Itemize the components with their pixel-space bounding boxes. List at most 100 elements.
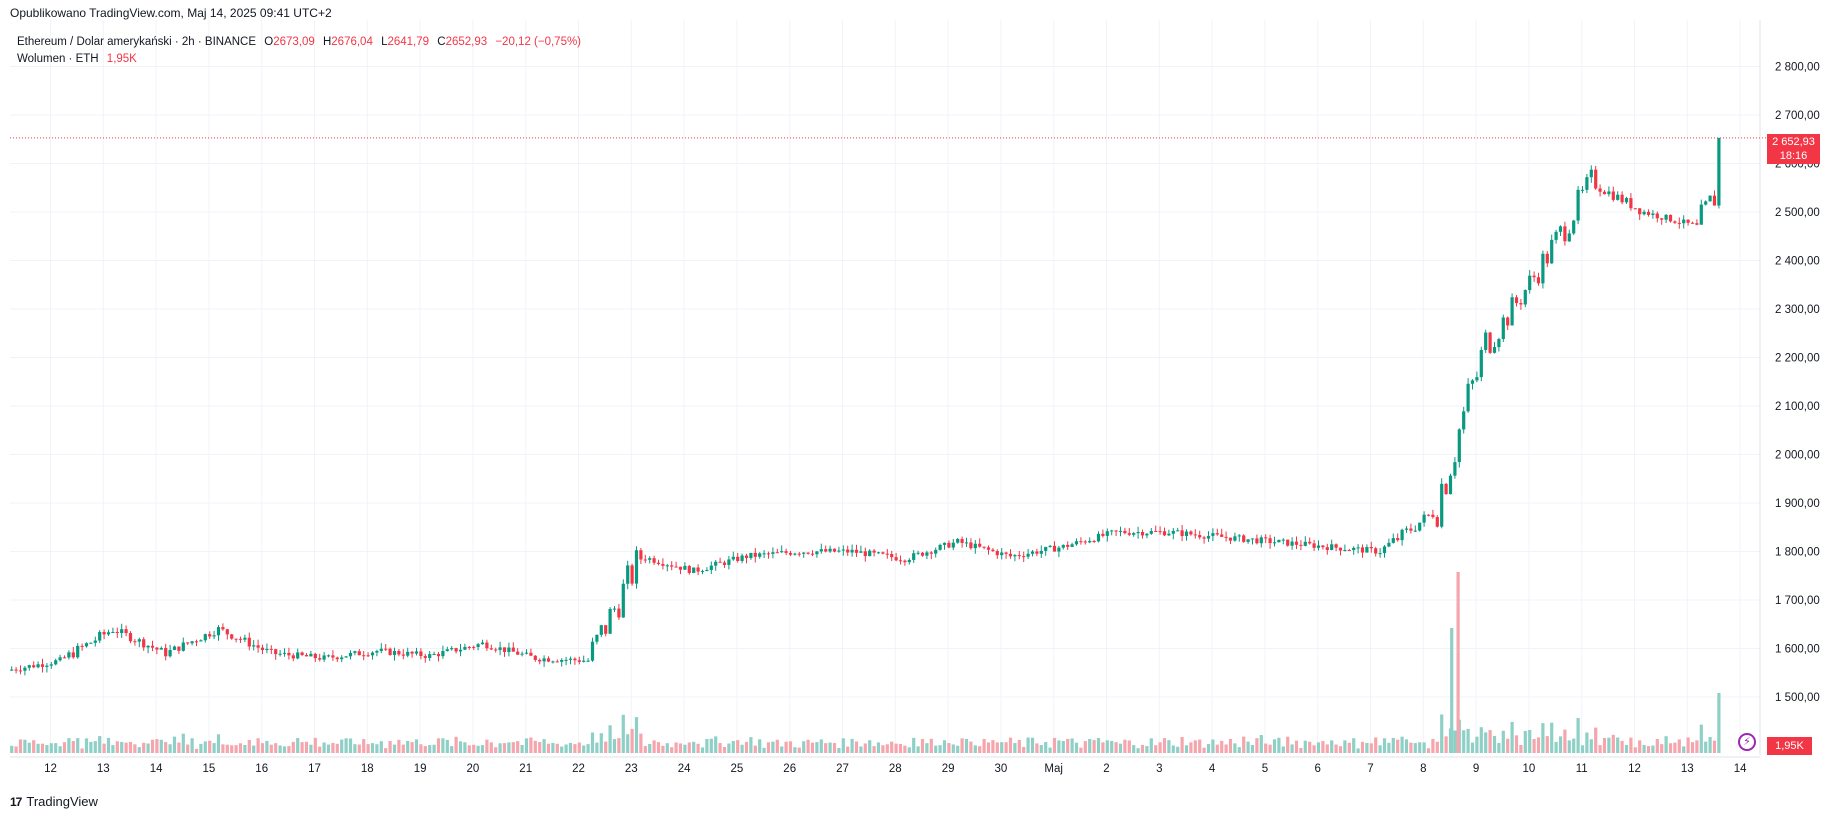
candle-body bbox=[463, 646, 467, 650]
candle-body bbox=[269, 648, 273, 650]
candle-body bbox=[1198, 535, 1202, 538]
volume-bar bbox=[1299, 747, 1303, 753]
candle-body bbox=[1602, 191, 1607, 195]
candle-body bbox=[1651, 213, 1655, 215]
y-tick-label: 2 200,00 bbox=[1775, 353, 1820, 365]
volume-bar bbox=[749, 737, 753, 753]
volume-bar bbox=[155, 739, 159, 753]
candle-body bbox=[1519, 303, 1523, 305]
candle-body bbox=[595, 634, 599, 642]
volume-bar bbox=[894, 743, 898, 753]
candle-body bbox=[912, 553, 916, 560]
candle-body bbox=[1550, 239, 1554, 264]
volume-bar bbox=[502, 743, 507, 753]
candle-body bbox=[1268, 538, 1272, 544]
volume-bar bbox=[62, 742, 67, 753]
candle-body bbox=[1704, 201, 1708, 205]
candle-body bbox=[1686, 219, 1690, 223]
volume-bar bbox=[1035, 743, 1039, 753]
volume-bar bbox=[168, 744, 172, 753]
volume-bar bbox=[489, 742, 493, 753]
volume-bar bbox=[1189, 742, 1193, 753]
candle-body bbox=[617, 608, 621, 618]
candle-body bbox=[40, 664, 45, 667]
candle-body bbox=[1400, 529, 1404, 541]
volume-bar bbox=[1154, 745, 1158, 753]
volume-bar bbox=[1677, 739, 1681, 753]
candle-body bbox=[1594, 169, 1598, 189]
candle-body bbox=[1356, 547, 1360, 549]
volume-bar bbox=[898, 744, 903, 753]
volume-bar bbox=[1312, 745, 1316, 753]
candle-body bbox=[1140, 532, 1145, 536]
volume-bar bbox=[414, 739, 419, 753]
volume-bar bbox=[797, 747, 801, 753]
candle-body bbox=[71, 652, 75, 658]
candle-body bbox=[780, 551, 784, 553]
volume-bar bbox=[1682, 746, 1686, 753]
volume-bar bbox=[1206, 744, 1211, 753]
candle-body bbox=[375, 650, 379, 653]
x-tick-label: 13 bbox=[1681, 763, 1694, 775]
volume-bar bbox=[907, 747, 911, 753]
volume-bar bbox=[120, 741, 124, 753]
volume-bar bbox=[516, 741, 520, 753]
candle-body bbox=[1286, 539, 1290, 546]
candle-body bbox=[1316, 545, 1321, 548]
volume-bar bbox=[370, 743, 375, 753]
x-tick-label: 11 bbox=[1576, 763, 1588, 775]
candle-body bbox=[111, 632, 115, 634]
brand-footer[interactable]: 17 TradingView bbox=[10, 794, 98, 809]
volume-bar bbox=[1013, 743, 1017, 753]
candle-body bbox=[480, 642, 485, 645]
candle-body bbox=[1149, 531, 1153, 534]
candle-body bbox=[648, 558, 652, 560]
volume-label[interactable]: Wolumen · ETH bbox=[17, 53, 99, 65]
y-tick-label: 2 800,00 bbox=[1775, 62, 1820, 74]
candle-body bbox=[925, 552, 929, 556]
candle-body bbox=[1154, 531, 1158, 533]
y-tick-label: 1 700,00 bbox=[1775, 595, 1820, 607]
candle-body bbox=[18, 670, 23, 672]
volume-bar bbox=[150, 739, 155, 753]
volume-bar bbox=[1118, 743, 1123, 753]
candle-body bbox=[995, 551, 999, 556]
candle-body bbox=[124, 629, 128, 634]
volume-bar bbox=[498, 743, 502, 753]
volume-bar bbox=[1030, 737, 1035, 753]
candle-body bbox=[1404, 528, 1409, 530]
volume-bar bbox=[722, 747, 727, 753]
symbol-label[interactable]: Ethereum / Dolar amerykański · 2h · BINA… bbox=[17, 36, 257, 48]
volume-bar bbox=[665, 743, 669, 753]
candle-body bbox=[1374, 548, 1378, 554]
x-tick-label: 17 bbox=[308, 763, 321, 775]
candle-body bbox=[155, 647, 159, 650]
candle-body bbox=[414, 651, 419, 654]
candle-body bbox=[1184, 531, 1189, 537]
candle-body bbox=[538, 659, 542, 662]
candle-body bbox=[1563, 226, 1567, 242]
x-tick-label: 12 bbox=[44, 763, 57, 775]
candle-body bbox=[1541, 253, 1545, 284]
candle-body bbox=[54, 660, 58, 665]
volume-bar bbox=[705, 739, 709, 753]
volume-bar bbox=[696, 743, 700, 753]
candle-body bbox=[903, 560, 907, 563]
volume-bar bbox=[1101, 742, 1105, 753]
volume-bar bbox=[304, 741, 309, 753]
volume-bar bbox=[186, 744, 190, 753]
lightning-icon[interactable]: ⚡ bbox=[1738, 733, 1756, 751]
candle-body bbox=[942, 542, 947, 545]
volume-bar bbox=[1114, 742, 1118, 753]
candle-body bbox=[1026, 553, 1030, 557]
candle-body bbox=[1281, 539, 1285, 541]
candle-body bbox=[1629, 198, 1633, 209]
brand-name: TradingView bbox=[26, 794, 98, 809]
volume-bar bbox=[709, 738, 713, 753]
candle-body bbox=[599, 625, 603, 635]
candle-body bbox=[850, 549, 854, 553]
x-tick-label: 27 bbox=[836, 763, 849, 775]
volume-bar bbox=[1382, 738, 1387, 753]
volume-bar bbox=[1338, 746, 1343, 753]
